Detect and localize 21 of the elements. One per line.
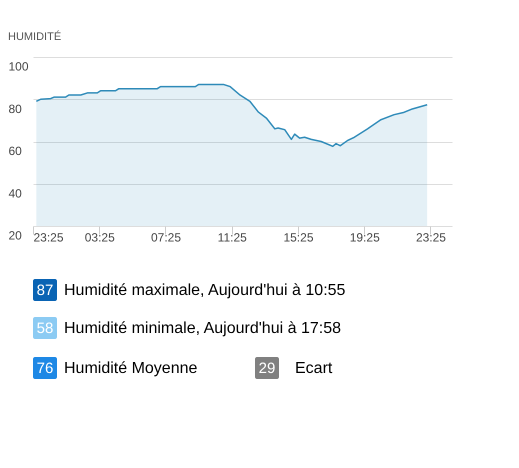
text: Humidité maximale, Aujourd'hui à 10:55 bbox=[64, 282, 346, 299]
y-tick-label: 80 bbox=[8, 102, 22, 116]
x-tick-label: 23:25 bbox=[34, 230, 64, 244]
y-tick-label: 20 bbox=[8, 228, 22, 242]
chart-title: HUMIDITÉ bbox=[8, 30, 62, 43]
text: Ecart bbox=[295, 360, 333, 377]
text: 58 bbox=[36, 320, 54, 337]
x-tick-label: 19:25 bbox=[350, 230, 380, 244]
x-tick-label: 07:25 bbox=[150, 230, 182, 244]
x-tick-label: 11:25 bbox=[218, 230, 248, 244]
text: Humidité minimale, Aujourd'hui à 17:58 bbox=[64, 320, 342, 337]
x-tick-label: 23:25 bbox=[416, 230, 446, 244]
y-tick-label: 60 bbox=[8, 144, 22, 158]
y-tick-label: 100 bbox=[8, 60, 29, 74]
text: 29 bbox=[258, 360, 276, 377]
x-tick-label: 03:25 bbox=[84, 230, 116, 244]
text: 87 bbox=[36, 282, 54, 299]
text: 76 bbox=[36, 360, 54, 377]
x-tick-label: 15:25 bbox=[283, 230, 314, 244]
y-tick-label: 40 bbox=[8, 186, 22, 200]
text: Humidité Moyenne bbox=[64, 360, 198, 377]
